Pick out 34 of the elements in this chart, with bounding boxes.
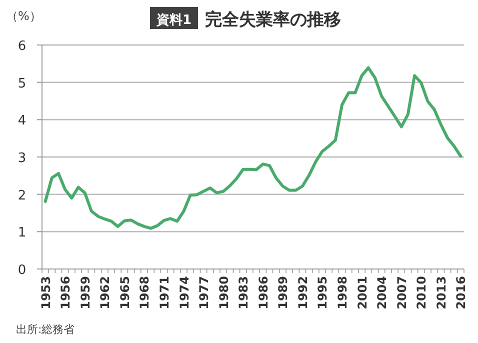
x-tick-label: 1968 (138, 276, 152, 310)
x-tick-label: 1953 (38, 276, 53, 310)
x-tick-label: 1956 (58, 276, 73, 310)
y-tick-label: 1 (18, 226, 26, 241)
text: 出所:総務省 (16, 323, 75, 336)
line-series (44, 66, 462, 230)
y-tick-label: 3 (18, 151, 26, 166)
x-tick-label: 1962 (98, 276, 112, 310)
y-tick-label: 6 (18, 39, 26, 54)
y-tick-label: 2 (18, 188, 26, 204)
x-tick-label: 1971 (157, 276, 172, 310)
x-tick-label: 1992 (296, 276, 310, 310)
chart-title: 完全失業率の推移 (205, 10, 341, 30)
x-tick-label: 1983 (236, 276, 251, 310)
x-tick-label: 1980 (216, 276, 231, 310)
x-tick-label: 1959 (78, 276, 92, 310)
x-tick-label: 1965 (118, 276, 132, 310)
x-tick-label: 2001 (355, 276, 370, 310)
x-tick-label: 2013 (434, 276, 448, 310)
x-tick-label: 2007 (394, 276, 409, 310)
x-tick-label: 1989 (276, 276, 290, 310)
x-tick-label: 2010 (414, 276, 429, 310)
x-tick-label: 1974 (177, 276, 192, 310)
x-tick-label: 2016 (454, 276, 468, 310)
y-tick-label: 4 (18, 114, 26, 129)
x-tick-label: 2004 (375, 276, 390, 310)
x-tick-label: 1998 (336, 276, 350, 310)
y-tick-label: 0 (18, 263, 26, 278)
x-tick-label: 1995 (316, 276, 330, 310)
y-tick-label: 5 (18, 76, 26, 92)
x-tick-label: 1977 (197, 276, 212, 310)
y-axis-title: （%） (6, 9, 42, 23)
text: 資料1 (155, 13, 192, 28)
x-tick-label: 1986 (256, 276, 270, 310)
